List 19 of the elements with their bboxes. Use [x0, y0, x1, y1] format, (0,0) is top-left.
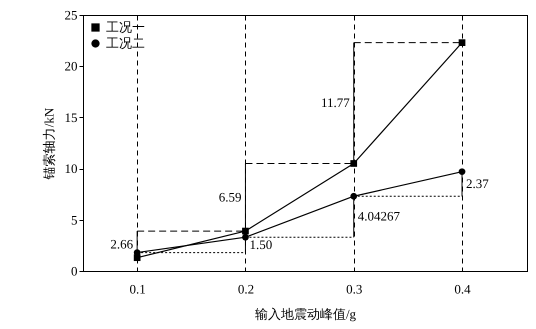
y-tick-label: 20: [64, 58, 78, 74]
annotation: 2.37: [466, 176, 490, 191]
x-axis-title: 输入地震动峰值/g: [254, 306, 357, 322]
y-axis-title: 锚索轴力/kN: [42, 107, 56, 180]
y-tick-label: 0: [71, 264, 78, 278]
y-tick-label: 10: [64, 161, 78, 176]
x-tick-label: 0.2: [238, 282, 254, 296]
y-tick-label: 5: [71, 212, 78, 228]
legend-label: 工况二: [106, 36, 145, 50]
y-tick-label: 15: [64, 110, 78, 125]
annotation: 1.50: [249, 236, 272, 252]
annotation: 11.77: [320, 95, 350, 110]
annotation: 4.04267: [358, 208, 400, 224]
x-tick-label: 0.1: [130, 282, 146, 296]
x-tick-label: 0.3: [346, 282, 362, 296]
annotation: 6.59: [218, 189, 242, 204]
x-tick-label: 0.4: [454, 282, 472, 296]
annotation: 2.66: [110, 236, 134, 252]
y-tick-label: 25: [64, 8, 78, 22]
